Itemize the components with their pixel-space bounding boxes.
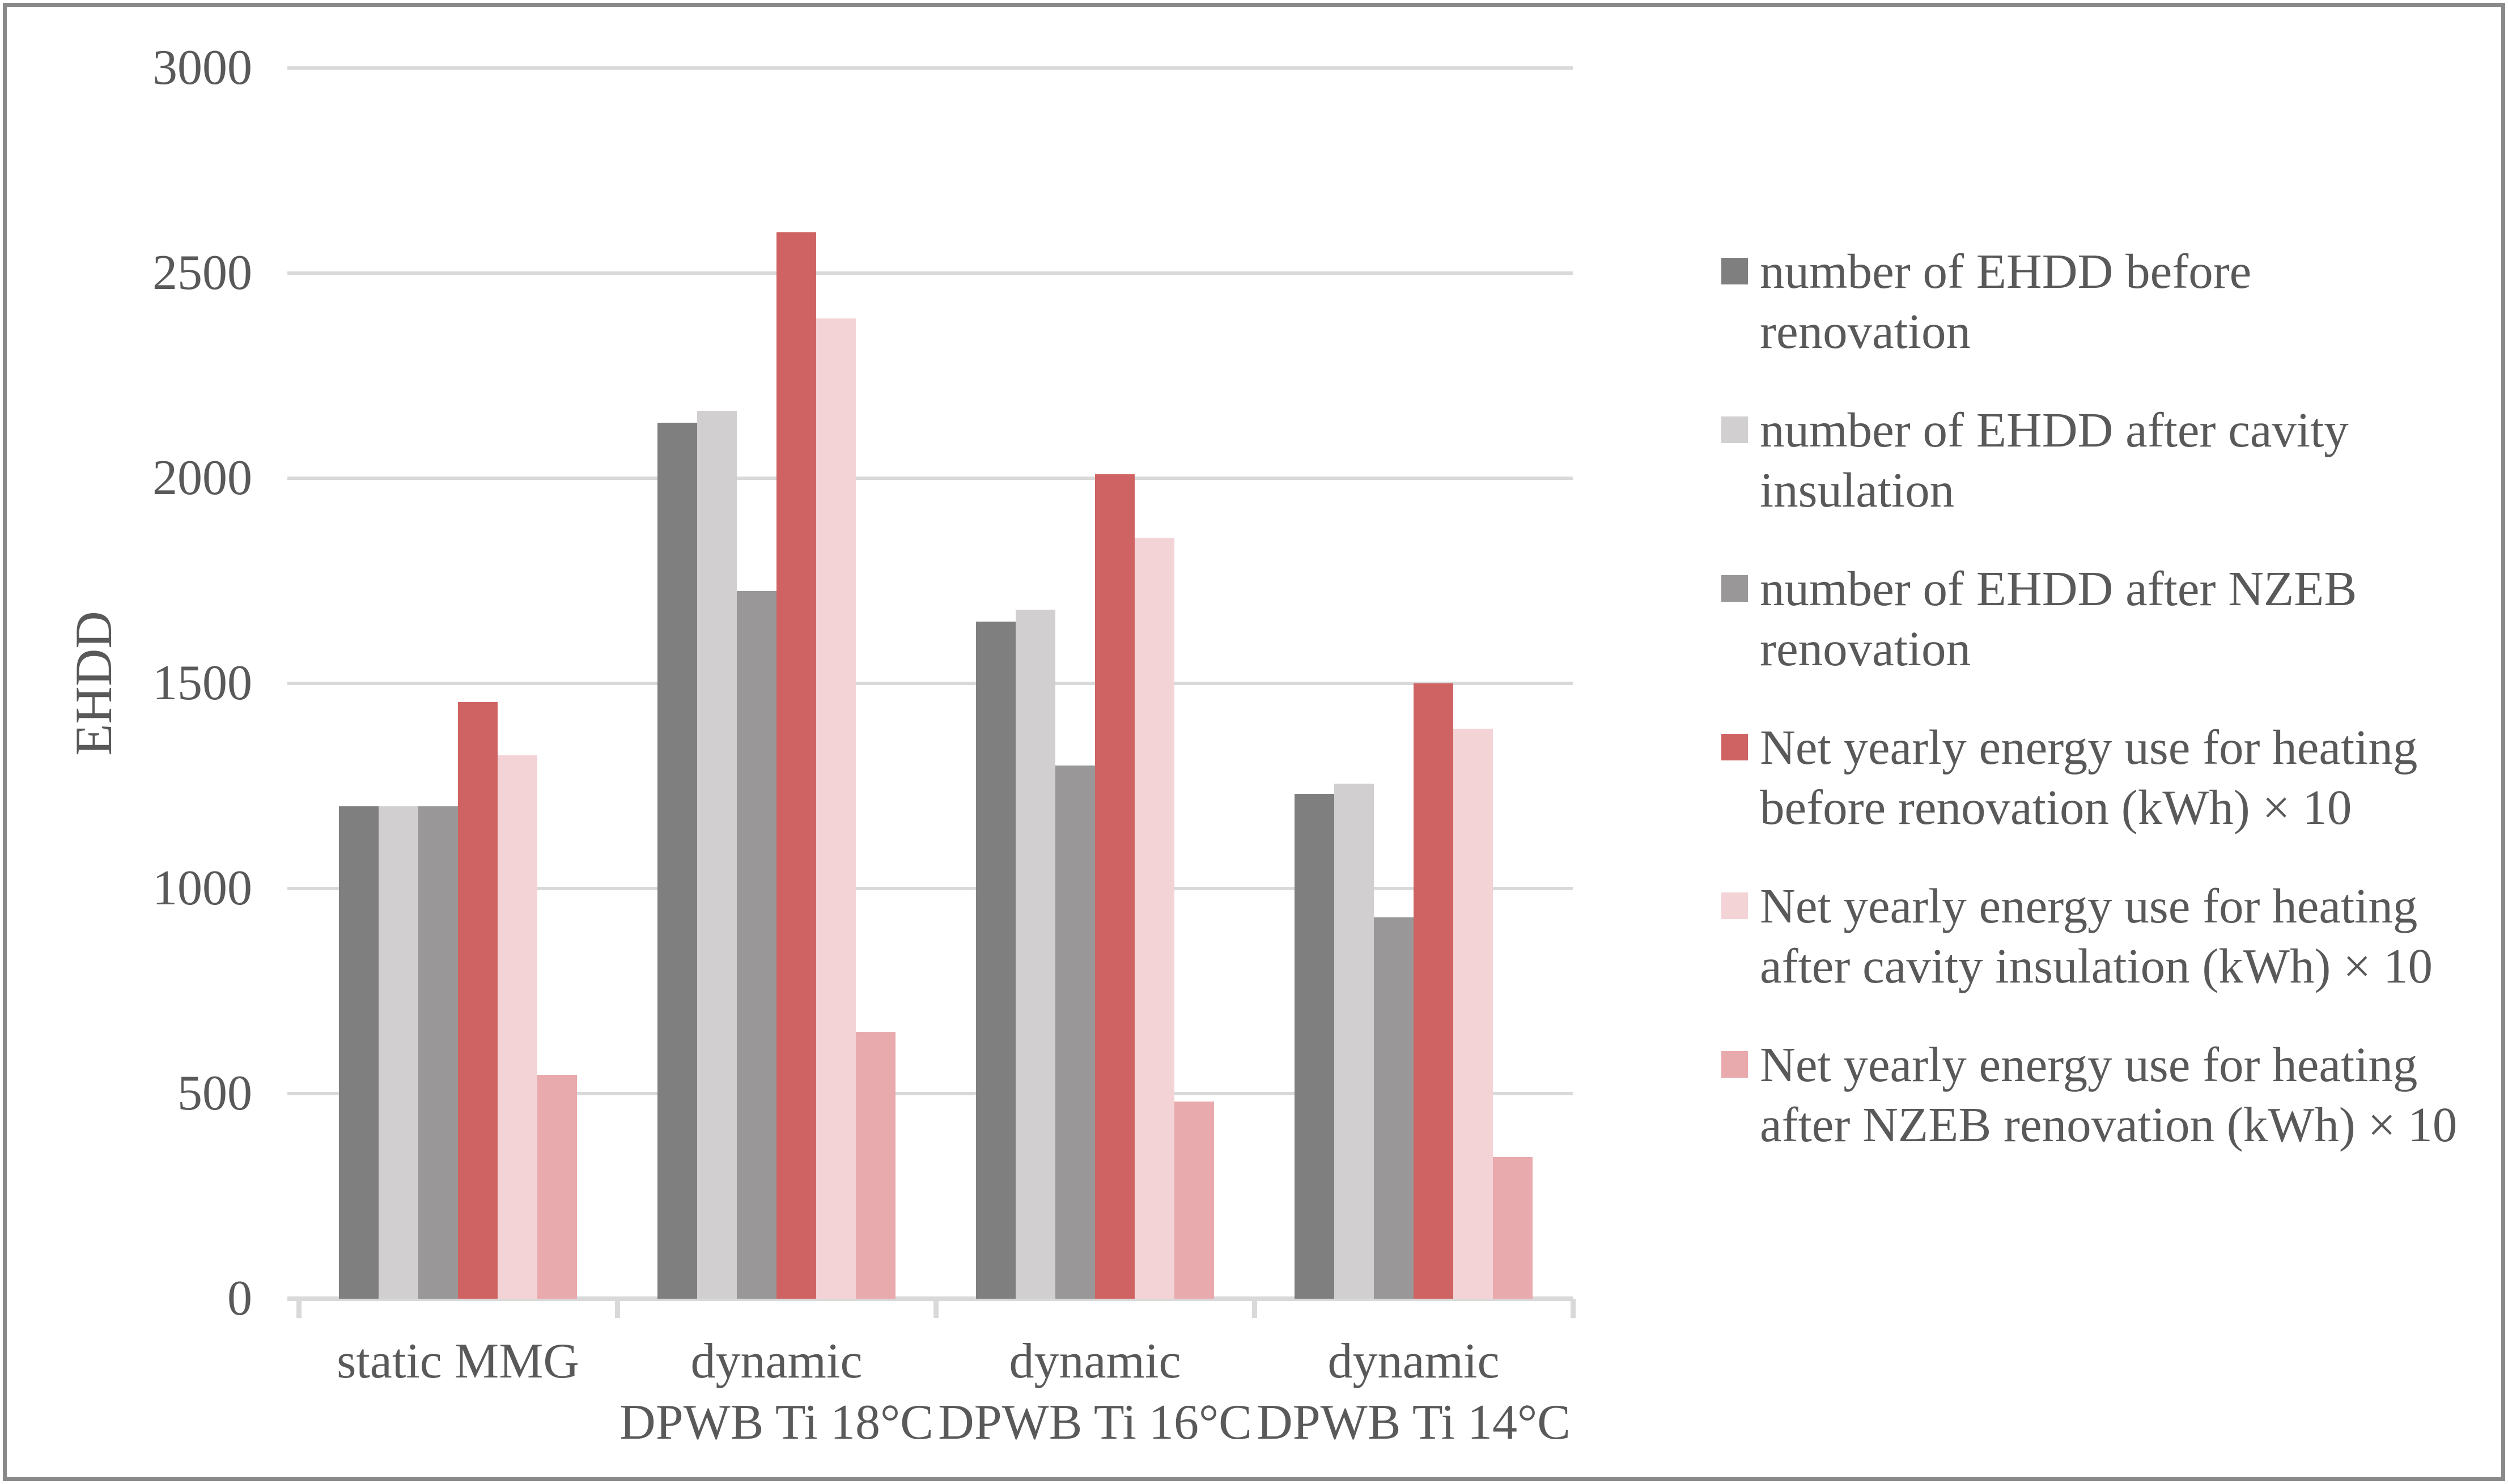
- bar-group1-series6: [537, 1075, 577, 1299]
- legend-label: number of EHDD after NZEB renovation: [1760, 561, 2357, 676]
- legend-swatch-icon: [1721, 734, 1748, 760]
- x-label-group4-line1: dynamic: [1327, 1334, 1500, 1389]
- legend-swatch-icon: [1721, 575, 1748, 602]
- bar-group3-series3: [1055, 766, 1095, 1299]
- bar-group1-series4: [458, 702, 498, 1299]
- legend-label: Net yearly energy use for heating before …: [1760, 720, 2418, 835]
- gridline-500: [287, 1092, 1573, 1095]
- bar-group4-series1: [1295, 794, 1334, 1299]
- x-label-group3-line2: DPWB Ti 16°C: [938, 1395, 1252, 1450]
- legend-item-4: Net yearly energy use for heating before …: [1717, 717, 2508, 837]
- bar-group2-series1: [657, 423, 697, 1299]
- legend-item-6: Net yearly energy use for heating after N…: [1717, 1035, 2508, 1155]
- y-tick-label-500: 500: [177, 1066, 252, 1121]
- gridline-2500: [287, 271, 1573, 275]
- legend-label: Net yearly energy use for heating after c…: [1760, 878, 2433, 993]
- x-axis-boundary-tick: [933, 1299, 939, 1318]
- legend-swatch-icon: [1721, 1051, 1748, 1078]
- bar-group3-series4: [1095, 474, 1135, 1299]
- bar-group4-series6: [1493, 1157, 1533, 1299]
- bar-group3-series5: [1135, 538, 1174, 1299]
- bar-group3-series2: [1016, 610, 1055, 1299]
- x-label-group2-line2: DPWB Ti 18°C: [619, 1395, 933, 1450]
- legend-swatch-icon: [1721, 892, 1748, 919]
- legend-item-5: Net yearly energy use for heating after c…: [1717, 876, 2508, 996]
- legend-swatch-icon: [1721, 258, 1748, 284]
- y-tick-label-2000: 2000: [152, 450, 252, 505]
- x-label-group2-line1: dynamic: [690, 1334, 863, 1389]
- bar-group1-series1: [339, 806, 379, 1299]
- legend-item-1: number of EHDD before renovation: [1717, 241, 2508, 362]
- legend-label: number of EHDD after cavity insulation: [1760, 402, 2349, 517]
- gridline-3000: [287, 66, 1573, 70]
- y-tick-label-1000: 1000: [152, 861, 252, 916]
- gridline-2000: [287, 477, 1573, 480]
- bar-group2-series3: [737, 591, 776, 1299]
- x-label-group4-line2: DPWB Ti 14°C: [1257, 1395, 1571, 1450]
- gridline-1500: [287, 682, 1573, 685]
- y-tick-label-3000: 3000: [152, 40, 252, 95]
- x-axis-boundary-tick: [296, 1299, 302, 1318]
- x-label-group3-line1: dynamic: [1009, 1334, 1181, 1389]
- bar-group4-series5: [1453, 729, 1493, 1299]
- y-tick-label-0: 0: [227, 1271, 252, 1326]
- x-axis-boundary-tick: [1571, 1299, 1576, 1318]
- bar-group3-series1: [976, 622, 1016, 1299]
- x-axis-boundary-tick: [615, 1299, 620, 1318]
- bar-group4-series3: [1374, 917, 1414, 1299]
- legend-item-2: number of EHDD after cavity insulation: [1717, 400, 2508, 520]
- bar-group2-series6: [856, 1032, 896, 1299]
- bar-group1-series5: [498, 755, 537, 1299]
- legend-item-3: number of EHDD after NZEB renovation: [1717, 559, 2508, 679]
- gridline-1000: [287, 887, 1573, 890]
- bar-group1-series2: [379, 806, 418, 1299]
- bar-group2-series2: [697, 411, 737, 1299]
- bar-group3-series6: [1174, 1102, 1214, 1299]
- bar-group1-series3: [418, 806, 458, 1299]
- y-tick-label-2500: 2500: [152, 245, 252, 300]
- x-axis-boundary-tick: [1252, 1299, 1257, 1318]
- x-label-group1-line1: static MMG: [337, 1334, 579, 1389]
- legend-swatch-icon: [1721, 416, 1748, 443]
- bar-group4-series2: [1334, 784, 1374, 1299]
- bar-group2-series4: [776, 232, 816, 1299]
- x-axis-line: [287, 1296, 1573, 1301]
- bar-group2-series5: [816, 318, 856, 1299]
- bar-group4-series4: [1414, 683, 1453, 1299]
- legend-label: Net yearly energy use for heating after N…: [1760, 1037, 2458, 1152]
- y-tick-label-1500: 1500: [152, 656, 252, 711]
- legend-label: number of EHDD before renovation: [1760, 244, 2252, 359]
